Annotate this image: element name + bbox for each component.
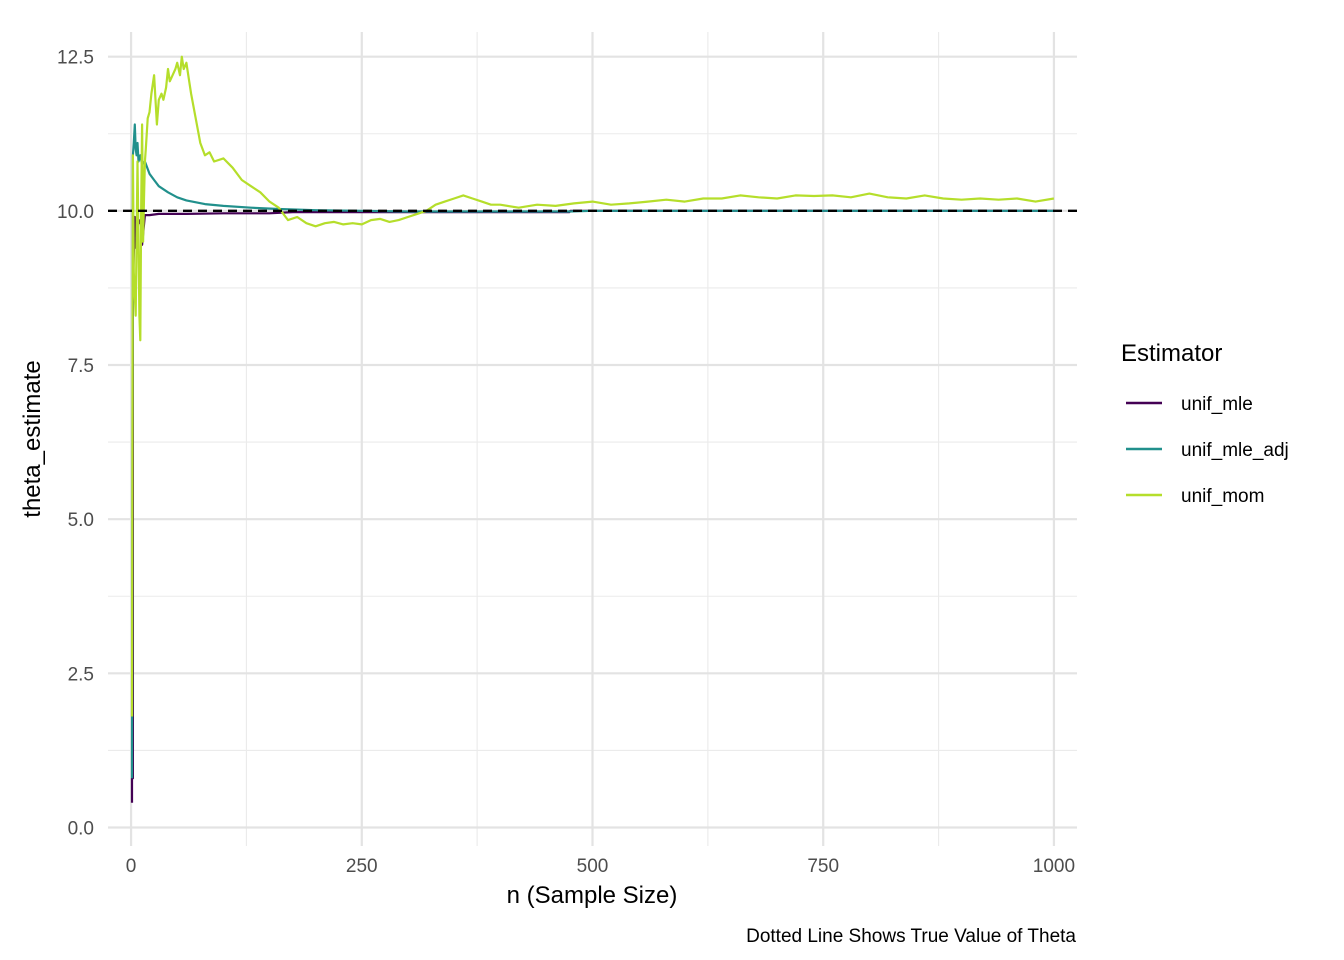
x-tick-label: 1000 (1033, 856, 1075, 877)
y-tick-label: 2.5 (68, 664, 94, 685)
x-tick-label: 250 (346, 856, 378, 877)
x-tick-label: 0 (126, 856, 137, 877)
legend-entries: unif_mle unif_mle_adj unif_mom (1126, 394, 1289, 507)
legend-label-unif_mle_adj: unif_mle_adj (1181, 440, 1289, 461)
y-tick-label: 5.0 (68, 510, 94, 531)
series-line-unif_mom (130, 55, 1055, 717)
x-axis-ticks: 0 250 500 750 1000 (126, 856, 1075, 877)
y-tick-label: 0.0 (68, 819, 94, 840)
y-tick-label: 10.0 (57, 202, 94, 223)
legend-label-unif_mle: unif_mle (1181, 394, 1253, 415)
legend-title: Estimator (1121, 340, 1222, 367)
legend: Estimator unif_mle unif_mle_adj unif_mom (1121, 340, 1289, 507)
x-tick-label: 500 (577, 856, 609, 877)
x-axis-title: n (Sample Size) (507, 882, 678, 909)
y-tick-label: 12.5 (57, 48, 94, 69)
legend-label-unif_mom: unif_mom (1181, 486, 1264, 507)
x-tick-label: 750 (807, 856, 839, 877)
chart-caption: Dotted Line Shows True Value of Theta (746, 926, 1076, 947)
y-tick-label: 7.5 (68, 356, 94, 377)
y-axis-title: theta_estimate (19, 360, 46, 517)
y-axis-ticks: 0.0 2.5 5.0 7.5 10.0 12.5 (57, 48, 94, 840)
gridlines (108, 32, 1077, 846)
